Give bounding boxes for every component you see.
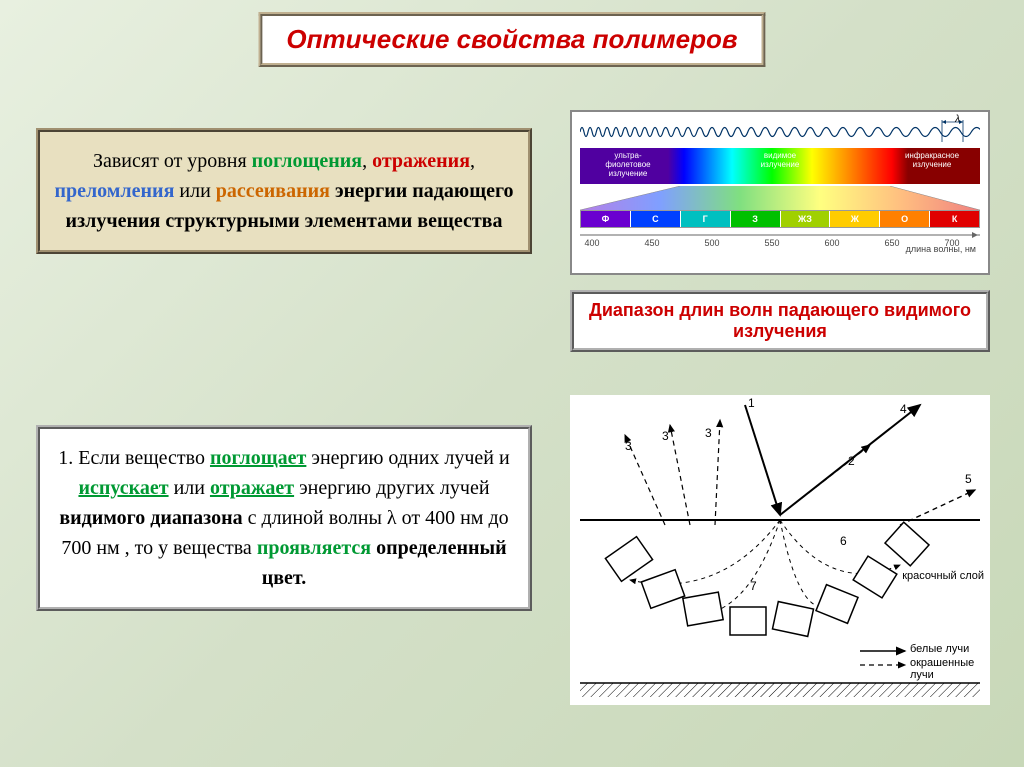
- word-appears: проявляется: [257, 537, 371, 559]
- svg-text:3: 3: [705, 426, 712, 440]
- page-title: Оптические свойства полимеров: [258, 12, 765, 67]
- svg-text:4: 4: [900, 402, 907, 416]
- visible-label: видимоеизлучение: [740, 152, 820, 170]
- axis-tick: 450: [644, 238, 659, 248]
- lambda-label: λ: [955, 114, 960, 125]
- svg-text:1: 1: [748, 396, 755, 410]
- spectrum-figure: λ ультра-фиолетовоеизлучение видимоеизлу…: [570, 110, 990, 275]
- txt: или: [174, 180, 215, 202]
- axis-tick: 500: [704, 238, 719, 248]
- svg-text:7: 7: [750, 579, 757, 593]
- spectrum-segment: Г: [681, 211, 731, 227]
- legend-dashed: окрашенные лучи: [910, 657, 990, 681]
- svg-text:3: 3: [625, 439, 632, 453]
- uv-label: ультра-фиолетовоеизлучение: [588, 152, 668, 178]
- wave-line: [580, 118, 980, 144]
- spectrum-caption: Диапазон длин волн падающего видимого из…: [570, 290, 990, 352]
- axis-label: длина волны, нм: [906, 244, 976, 254]
- axis-tick: 650: [884, 238, 899, 248]
- txt: энергию других лучей: [294, 477, 489, 499]
- word-emits: испускает: [78, 477, 168, 499]
- txt: энергию одних лучей и: [306, 447, 509, 469]
- spectrum-segment: Ф: [581, 211, 631, 227]
- spectrum-axis: длина волны, нм 400 450 500 550 600 650 700: [580, 230, 980, 254]
- word-refraction: преломления: [54, 180, 174, 202]
- spectrum-segment: С: [631, 211, 681, 227]
- word-reflects: отражает: [210, 477, 294, 499]
- svg-text:3: 3: [662, 429, 669, 443]
- spectrum-segments: ФСГЗЖЗЖОК: [580, 210, 980, 228]
- txt: Зависят от уровня: [93, 150, 252, 172]
- layer-label: красочный слой: [902, 570, 984, 582]
- ir-label: инфракрасноеизлучение: [892, 152, 972, 170]
- spectrum-segment: О: [880, 211, 930, 227]
- word-scattering: рассеивания: [216, 180, 330, 202]
- word-visible-range: видимого диапазона: [59, 507, 242, 529]
- axis-tick: 400: [584, 238, 599, 248]
- spectrum-fan: [580, 186, 980, 210]
- spectrum-segment: К: [930, 211, 979, 227]
- spectrum-segment: Ж: [830, 211, 880, 227]
- legend-solid: белые лучи: [910, 643, 969, 655]
- txt: 1. Если вещество: [58, 447, 210, 469]
- word-absorbs: поглощает: [210, 447, 306, 469]
- svg-text:2: 2: [848, 454, 855, 468]
- txt: с длиной волны: [243, 507, 387, 529]
- word-reflection: отражения: [372, 150, 470, 172]
- ray-diagram: 1 4 2 5 3 3 3 6 7: [570, 395, 990, 705]
- svg-text:5: 5: [965, 472, 972, 486]
- axis-tick: 700: [944, 238, 959, 248]
- spectrum-segment: З: [731, 211, 781, 227]
- dependency-box: Зависят от уровня поглощения, отражения,…: [36, 128, 532, 254]
- svg-text:6: 6: [840, 534, 847, 548]
- word-absorption: поглощения: [252, 150, 362, 172]
- explanation-box: 1. Если вещество поглощает энергию одних…: [36, 425, 532, 611]
- spectrum-gradient-main: ультра-фиолетовоеизлучение видимоеизлуче…: [580, 148, 980, 184]
- axis-tick: 600: [824, 238, 839, 248]
- lambda-symbol: λ: [387, 507, 397, 529]
- spectrum-segment: ЖЗ: [781, 211, 831, 227]
- txt: или: [169, 477, 210, 499]
- axis-tick: 550: [764, 238, 779, 248]
